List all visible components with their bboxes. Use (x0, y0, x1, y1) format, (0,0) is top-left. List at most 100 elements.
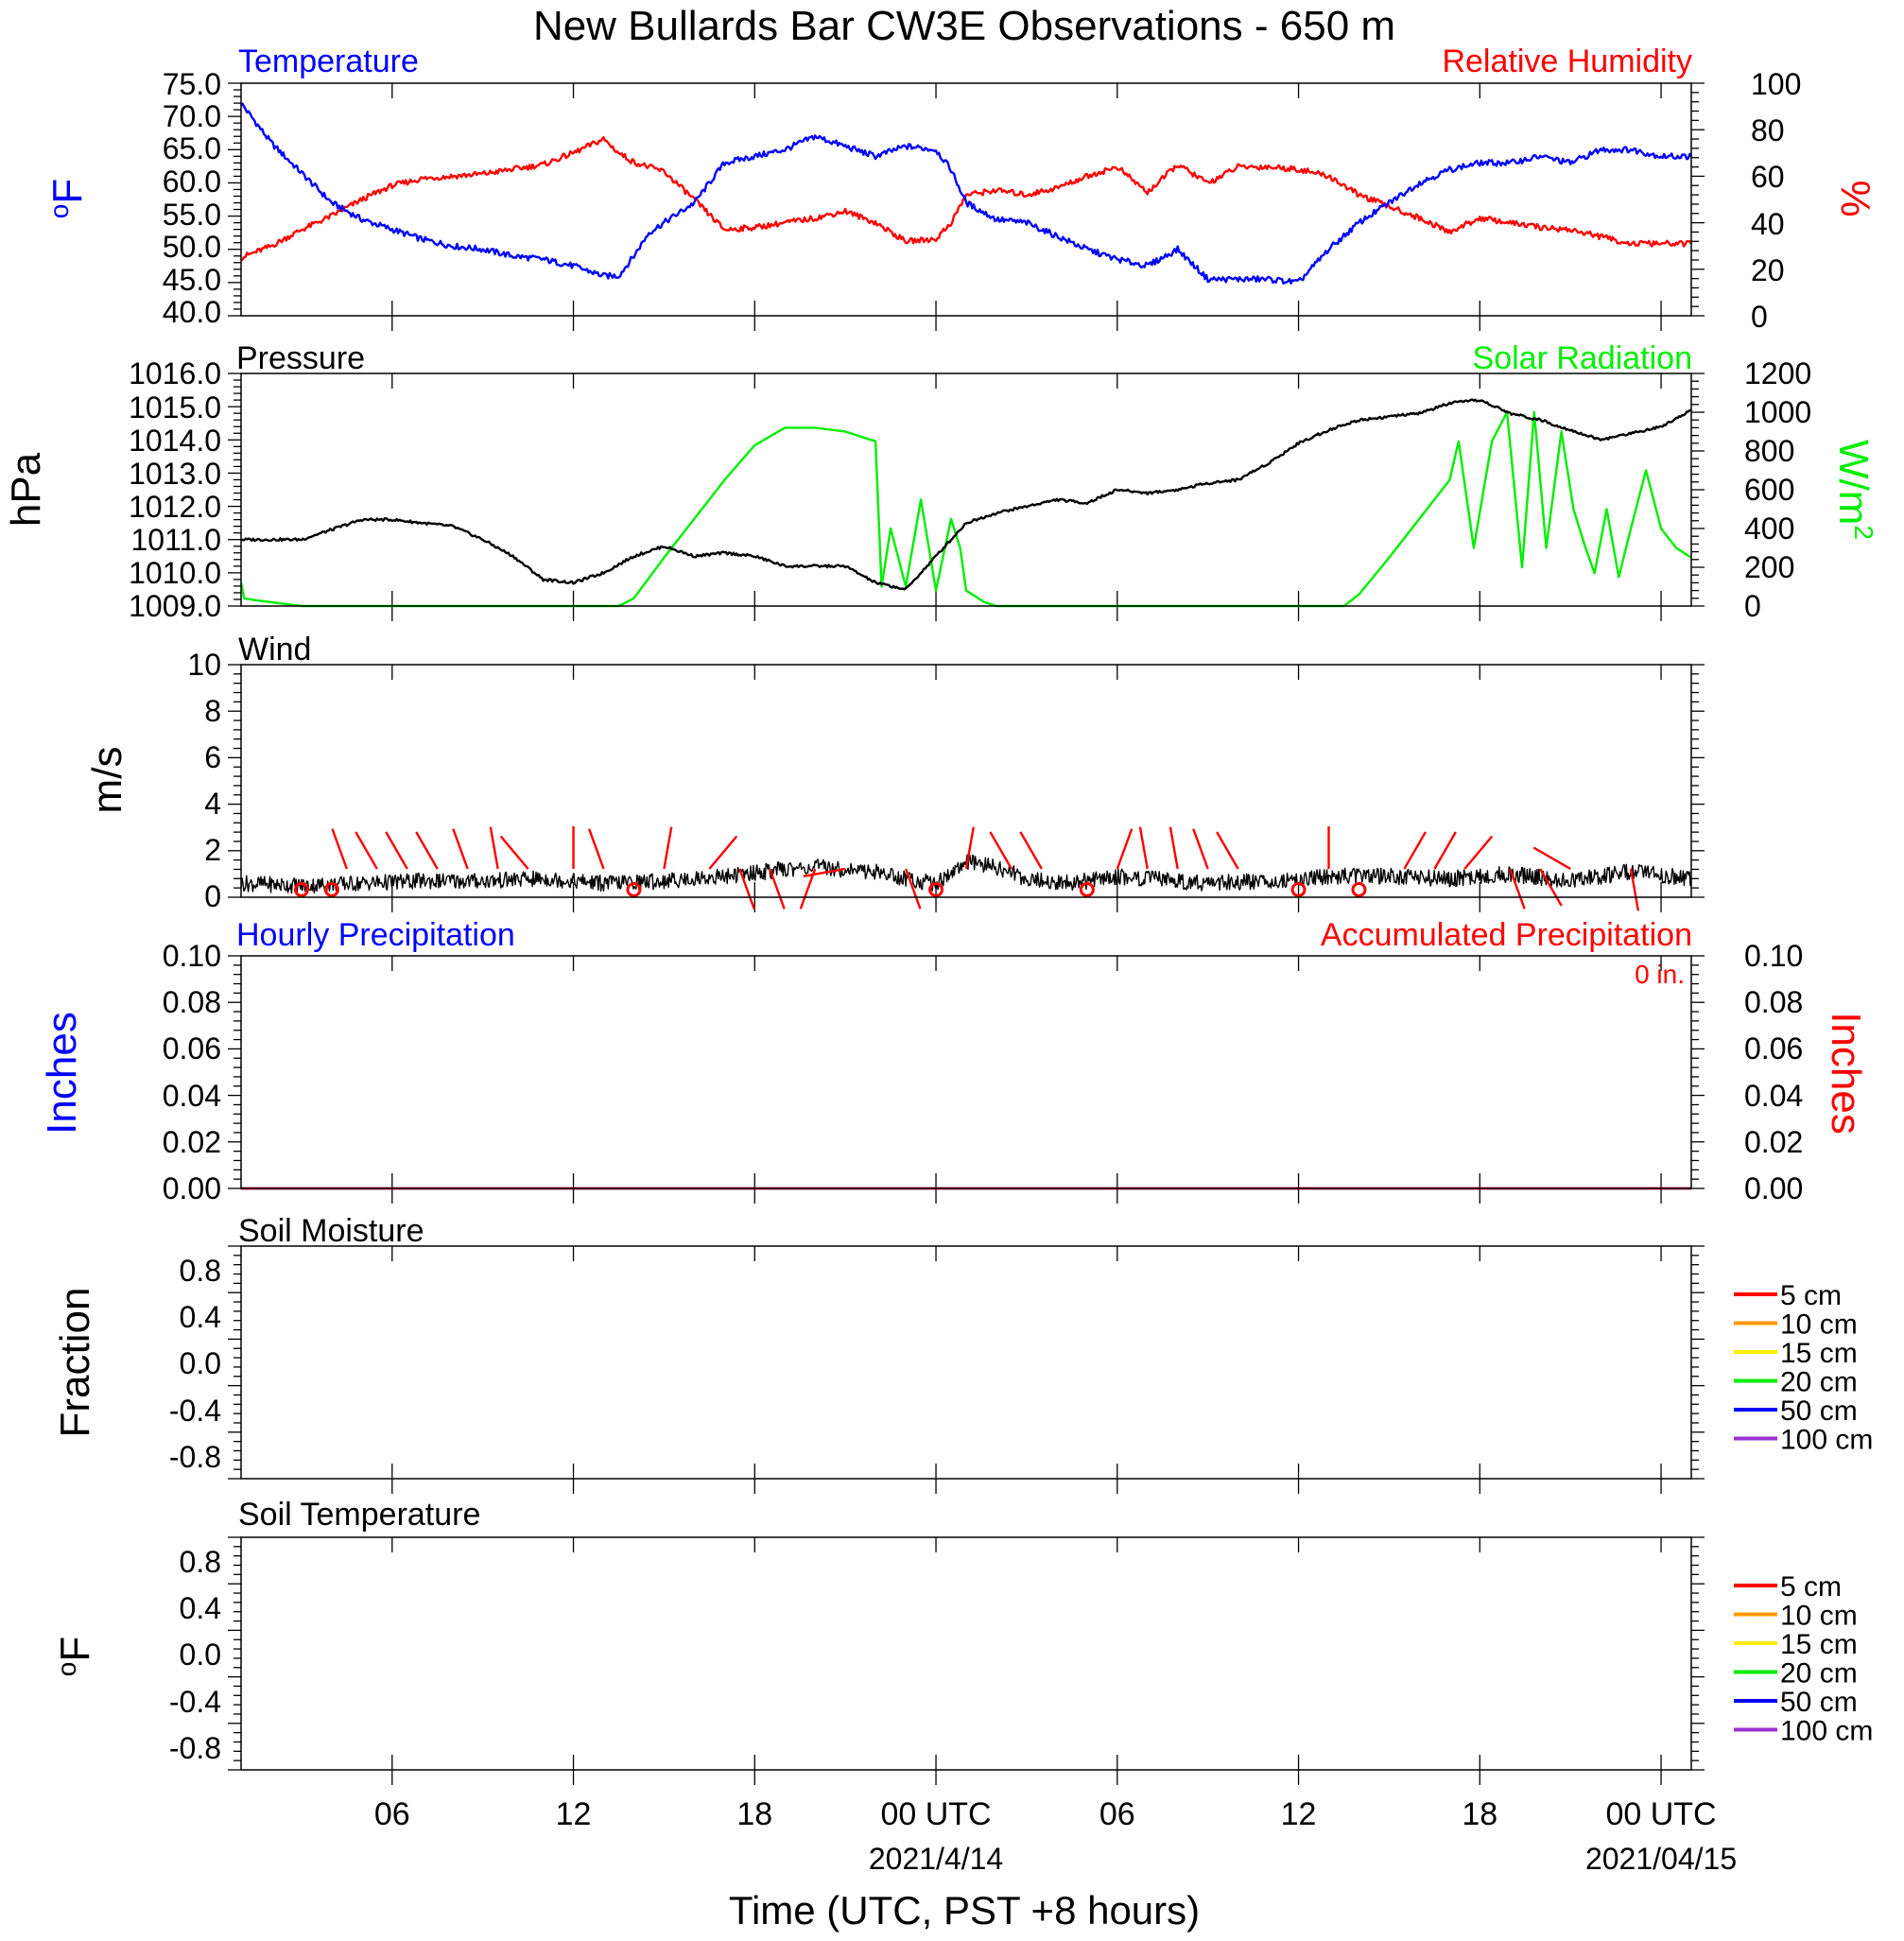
hourly-precip-tick: 0.00 (163, 1171, 221, 1205)
rh-unit-label: % (1832, 180, 1878, 217)
axis-ticks (228, 955, 1705, 1204)
accum-precip-title: Accumulated Precipitation (1321, 917, 1692, 953)
hourly-precip-y-ticks: 0.10 0.08 0.06 0.04 0.02 0.00 (163, 939, 221, 1205)
calm-wind-marker (1079, 882, 1095, 897)
legend-label: 5 cm (1780, 1280, 1842, 1311)
wind-title: Wind (238, 632, 311, 667)
axis-ticks (228, 1536, 1705, 1785)
hourly-precip-tick: 0.10 (163, 939, 221, 973)
calm-wind-marker (1351, 882, 1367, 897)
accum-precip-tick: 0.10 (1744, 939, 1803, 973)
hourly-precip-tick: 0.02 (163, 1125, 221, 1159)
pressure-tick: 1009.0 (129, 589, 221, 623)
soil-temp-tick: 0.8 (180, 1545, 221, 1579)
wind-tick: 0 (204, 879, 221, 913)
temp-tick: 75.0 (163, 67, 221, 101)
legend-label: 15 cm (1780, 1629, 1858, 1660)
hourly-precip-unit-label: Inches (39, 1012, 85, 1135)
legend-label: 15 cm (1780, 1338, 1858, 1369)
wind-barb (1532, 846, 1571, 871)
calm-wind-marker (1290, 882, 1307, 897)
wind-barb (355, 831, 378, 870)
wind-barb (1629, 868, 1640, 911)
wind-barb (738, 868, 755, 910)
wind-barb (663, 826, 673, 870)
solar-y-ticks: 1200 1000 800 600 400 200 0 (1744, 356, 1811, 623)
legend-label: 50 cm (1780, 1687, 1858, 1718)
wind-y-ticks: 10 8 6 4 2 0 (187, 648, 221, 913)
degree-mark: o (52, 1662, 81, 1677)
legend-label: 10 cm (1780, 1601, 1858, 1632)
temp-tick: 45.0 (163, 263, 221, 297)
soil-temp-tick: 0.4 (180, 1591, 221, 1625)
x-tick-label: 06 (374, 1796, 410, 1832)
solar-tick: 400 (1744, 511, 1794, 546)
soil-temp-title: Soil Temperature (238, 1497, 480, 1533)
x-tick-label: 12 (556, 1796, 592, 1832)
fahrenheit-letter: F (44, 179, 91, 204)
legend-label: 100 cm (1780, 1716, 1873, 1747)
soil-moisture-panel: Soil Moisture 0.8 0.4 0.0 -0.4 -0.8 Frac… (52, 1213, 1873, 1494)
accum-precip-tick: 0.02 (1744, 1125, 1803, 1159)
x-tick-label: 12 (1281, 1796, 1317, 1832)
fahrenheit-letter: F (52, 1637, 98, 1662)
calm-wind-marker (293, 882, 309, 897)
time-axis-labels: 06 12 18 00 UTC 2021/4/14 06 12 18 00 UTC 2021/04… (374, 1796, 1737, 1876)
soil-moisture-tick: -0.8 (169, 1440, 221, 1474)
pressure-tick: 1010.0 (129, 556, 221, 590)
solar-tick: 200 (1744, 550, 1794, 584)
temp-unit-label: oF (44, 179, 91, 218)
accum-precip-tick: 0.08 (1744, 985, 1803, 1019)
degree-mark: o (44, 204, 74, 219)
accum-precip-unit-label: Inches (1823, 1012, 1869, 1135)
temp-tick: 70.0 (163, 99, 221, 133)
pressure-title: Pressure (236, 340, 365, 376)
solar-tick: 1000 (1744, 395, 1811, 429)
wind-barb (385, 831, 408, 870)
rh-tick: 20 (1751, 253, 1785, 287)
solar-radiation-title: Solar Radiation (1473, 340, 1692, 376)
soil-temp-panel: Soil Temperature 0.8 0.4 0.0 -0.4 -0.8 o… (52, 1497, 1873, 1785)
soil-moisture-tick: -0.4 (169, 1394, 221, 1428)
legend-label: 50 cm (1780, 1395, 1858, 1427)
accum-precip-tick: 0.04 (1744, 1079, 1803, 1113)
pressure-y-ticks: 1016.0 1015.0 1014.0 1013.0 1012.0 1011.… (129, 356, 221, 623)
legend-label: 5 cm (1780, 1571, 1842, 1603)
soil-moisture-frame (240, 1245, 1692, 1480)
wind-barb (1539, 868, 1563, 907)
temperature-title: Temperature (238, 43, 419, 79)
temp-tick: 50.0 (163, 230, 221, 264)
calm-wind-marker (928, 882, 944, 897)
wind-barb (587, 828, 605, 870)
rh-tick: 100 (1751, 67, 1801, 101)
solar-unit-exponent: 2 (1849, 525, 1878, 540)
x-tick-label: 18 (736, 1796, 772, 1832)
wind-barb (1403, 831, 1427, 870)
wind-barb (1509, 868, 1526, 910)
temp-tick: 60.0 (163, 165, 221, 199)
pressure-solar-panel: Pressure Solar Radiation 1016.0 1015.0 1… (3, 340, 1878, 623)
soil-moisture-unit-label: Fraction (52, 1288, 98, 1438)
temp-tick: 55.0 (163, 198, 221, 232)
temp-rh-panel: Temperature Relative Humidity 75.0 70.0 … (44, 43, 1878, 334)
relative-humidity-title: Relative Humidity (1442, 43, 1692, 79)
relative-humidity-line (240, 136, 1692, 262)
pressure-tick: 1011.0 (131, 523, 222, 557)
soil-temp-tick: -0.8 (169, 1731, 221, 1765)
soil-moisture-tick: 0.0 (180, 1346, 221, 1380)
wind-tick: 4 (204, 787, 221, 821)
wind-frame (240, 664, 1692, 898)
wind-barb (1216, 831, 1239, 870)
x-date-label: 2021/4/14 (869, 1842, 1003, 1876)
pressure-solar-frame (240, 373, 1692, 607)
temp-tick: 65.0 (163, 131, 221, 165)
x-tick-label: 06 (1099, 1796, 1135, 1832)
wind-tick: 8 (204, 694, 221, 728)
soil-moisture-tick: 0.8 (180, 1254, 221, 1288)
wind-barb (489, 826, 499, 870)
wind-barb (1463, 835, 1494, 870)
hourly-precip-title: Hourly Precipitation (236, 917, 515, 953)
calm-wind-marker (323, 882, 339, 897)
